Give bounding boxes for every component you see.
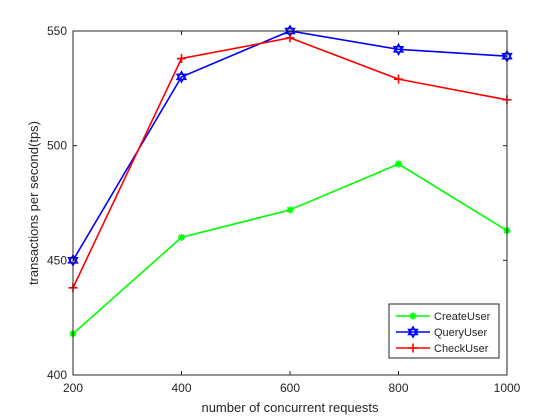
y-tick-label: 400: [47, 368, 67, 382]
data-point-createuser-600: [286, 206, 294, 214]
legend-label: CheckUser: [434, 343, 489, 355]
data-point-queryuser-800: [392, 42, 405, 56]
y-axis-label: transactions per second(tps): [26, 121, 41, 285]
legend-item-checkuser: CheckUser: [396, 343, 489, 355]
y-tick-label: 500: [47, 139, 67, 153]
legend-box: [388, 303, 500, 359]
data-point-createuser-800: [394, 160, 403, 168]
legend-label: QueryUser: [434, 327, 488, 339]
x-tick-label: 800: [388, 381, 408, 395]
x-axis-label: number of concurrent requests: [201, 400, 379, 415]
x-tick-label: 600: [280, 381, 300, 395]
x-tick-label: 200: [63, 381, 83, 395]
legend: CreateUser QueryUser CheckUser: [388, 303, 500, 359]
x-tick-label: 1000: [494, 381, 521, 395]
legend-marker: [409, 312, 417, 320]
y-tick-label: 450: [47, 253, 67, 267]
legend-marker: [407, 325, 419, 339]
x-tick-label: 400: [171, 381, 191, 395]
data-point-checkuser-400: [177, 54, 186, 64]
legend-label: CreateUser: [434, 311, 491, 323]
legend-item-queryuser: QueryUser: [396, 325, 488, 339]
data-point-checkuser-800: [394, 74, 403, 84]
legend-marker: [408, 343, 418, 353]
y-tick-label: 550: [47, 24, 67, 38]
data-point-createuser-400: [177, 233, 186, 241]
legend-item-createuser: CreateUser: [396, 311, 491, 323]
data-point-queryuser-400: [175, 70, 188, 84]
